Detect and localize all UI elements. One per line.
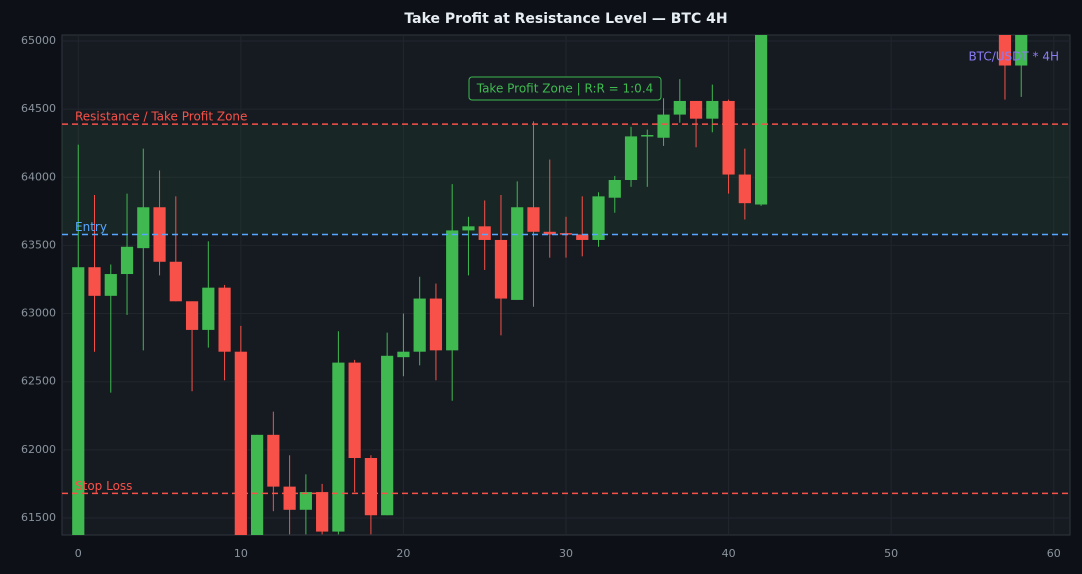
x-tick-label: 30: [559, 547, 573, 560]
candle-body: [169, 261, 182, 302]
candle-body: [641, 135, 654, 137]
candle-body: [153, 207, 166, 262]
candle-body: [381, 355, 394, 516]
candle-body: [478, 226, 491, 240]
plot: [62, 35, 1070, 535]
y-tick-label: 62500: [21, 375, 56, 388]
y-tick-label: 63000: [21, 307, 56, 320]
candle-body: [706, 100, 719, 119]
level-label: Stop Loss: [75, 479, 132, 493]
y-tick-label: 64500: [21, 102, 56, 115]
candle-body: [397, 351, 410, 358]
candle-body: [104, 274, 117, 296]
candle-body: [299, 492, 312, 510]
candle-body: [185, 301, 199, 330]
candle-body: [446, 230, 459, 351]
candle-body: [657, 114, 670, 138]
candle-body: [364, 458, 377, 516]
candle-body: [576, 234, 589, 240]
x-tick-label: 0: [75, 547, 82, 560]
level-label: Resistance / Take Profit Zone: [75, 110, 247, 124]
candle-body: [755, 35, 768, 205]
candle-body: [332, 362, 345, 532]
candle-body: [689, 100, 703, 119]
candle-body: [738, 174, 751, 204]
x-tick-label: 40: [722, 547, 736, 560]
candle-body: [283, 486, 296, 510]
watermark: BTC/USDT * 4H: [968, 50, 1059, 64]
candle-body: [511, 207, 524, 300]
candle-body: [673, 100, 686, 115]
candle-body: [998, 35, 1012, 66]
candle-body: [1015, 35, 1028, 66]
x-tick-label: 10: [234, 547, 248, 560]
candle-body: [429, 298, 443, 351]
candle-body: [494, 239, 508, 299]
x-tick-label: 50: [884, 547, 898, 560]
candle-body: [462, 226, 475, 231]
y-tick-label: 65000: [21, 34, 56, 47]
candle-body: [88, 267, 101, 296]
candle-body: [316, 492, 329, 532]
candle-body: [137, 207, 150, 249]
take-profit-zone: [62, 124, 1070, 235]
y-tick-label: 61500: [21, 511, 56, 524]
candle-body: [267, 434, 280, 487]
candle-body: [722, 100, 735, 175]
x-tick-label: 20: [396, 547, 410, 560]
x-tick-label: 60: [1047, 547, 1061, 560]
candle-body: [218, 287, 231, 352]
candle-body: [413, 298, 426, 352]
annotation: Take Profit Zone | R:R = 1:0.4: [476, 82, 654, 96]
y-tick-label: 64000: [21, 170, 56, 183]
y-tick-label: 63500: [21, 238, 56, 251]
candle-body: [592, 196, 605, 240]
annotation-box: [468, 76, 662, 101]
candle-body: [120, 246, 134, 275]
candle-body: [234, 351, 247, 535]
candle-body: [251, 434, 264, 535]
candle-body: [72, 267, 85, 535]
candle-body: [543, 231, 556, 235]
candle-body: [202, 287, 215, 330]
candle-body: [608, 179, 621, 198]
level-label: Entry: [75, 220, 107, 234]
chart-title: Take Profit at Resistance Level — BTC 4H: [404, 11, 727, 27]
candle-body: [624, 136, 638, 180]
candle-body: [348, 362, 361, 459]
candle-body: [527, 207, 540, 232]
y-tick-label: 62000: [21, 443, 56, 456]
